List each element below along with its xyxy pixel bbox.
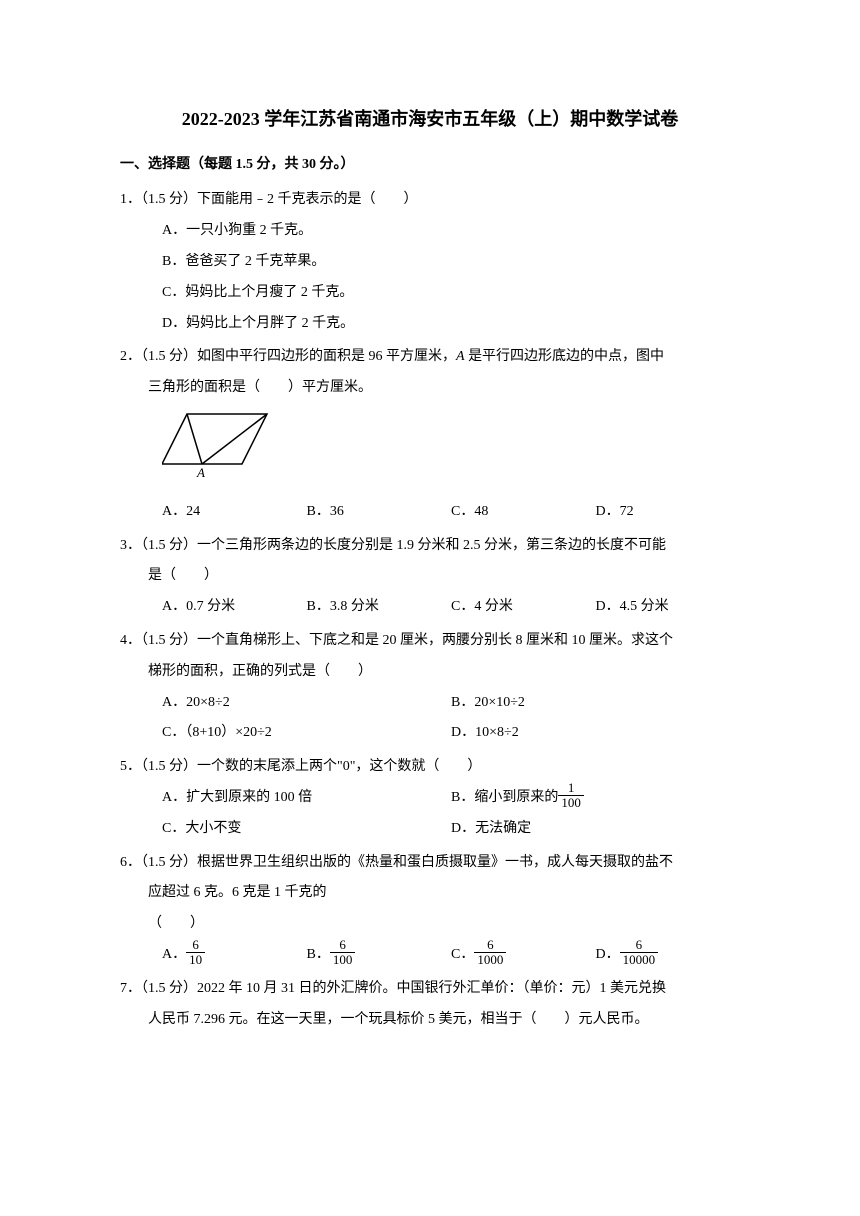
q6-option-d: D．610000 (596, 940, 741, 971)
q5-options-row2: C．大小不变 D．无法确定 (120, 814, 740, 845)
exam-title: 2022-2023 学年江苏省南通市海安市五年级（上）期中数学试卷 (120, 100, 740, 140)
fraction-icon: 6100 (330, 938, 356, 968)
question-7: 7．（1.5 分）2022 年 10 月 31 日的外汇牌价。中国银行外汇单价：… (120, 974, 740, 1036)
parallelogram-diagram: A (162, 409, 272, 479)
q4-stem-line1: 4．（1.5 分）一个直角梯形上、下底之和是 20 厘米，两腰分别长 8 厘米和… (120, 626, 740, 657)
q2-options: A．24 B．36 C．48 D．72 (120, 497, 740, 528)
question-5: 5．（1.5 分）一个数的末尾添上两个"0"，这个数就（ ） A．扩大到原来的 … (120, 752, 740, 844)
q2-figure: A (162, 409, 740, 492)
q2-option-a: A．24 (162, 497, 307, 528)
q5-option-a: A．扩大到原来的 100 倍 (162, 783, 451, 814)
q5-options-row1: A．扩大到原来的 100 倍 B．缩小到原来的1100 (120, 783, 740, 814)
question-3: 3．（1.5 分）一个三角形两条边的长度分别是 1.9 分米和 2.5 分米，第… (120, 531, 740, 623)
q2-stem-line2: 三角形的面积是（ ）平方厘米。 (120, 373, 740, 404)
q6-stem-line1: 6．（1.5 分）根据世界卫生组织出版的《热量和蛋白质摄取量》一书，成人每天摄取… (120, 848, 740, 879)
q3-stem-line1: 3．（1.5 分）一个三角形两条边的长度分别是 1.9 分米和 2.5 分米，第… (120, 531, 740, 562)
fraction-icon: 610000 (620, 938, 659, 968)
q3-options: A．0.7 分米 B．3.8 分米 C．4 分米 D．4.5 分米 (120, 592, 740, 623)
question-4: 4．（1.5 分）一个直角梯形上、下底之和是 20 厘米，两腰分别长 8 厘米和… (120, 626, 740, 749)
q3-option-b: B．3.8 分米 (307, 592, 452, 623)
section-1-header: 一、选择题（每题 1.5 分，共 30 分。） (120, 150, 740, 181)
question-6: 6．（1.5 分）根据世界卫生组织出版的《热量和蛋白质摄取量》一书，成人每天摄取… (120, 848, 740, 971)
q6-option-b: B．6100 (307, 940, 452, 971)
q1-option-d: D．妈妈比上个月胖了 2 千克。 (120, 309, 740, 340)
q6-stem-line2: 应超过 6 克。6 克是 1 千克的 (120, 878, 740, 909)
q6-options: A．610 B．6100 C．61000 D．610000 (120, 940, 740, 971)
q3-option-c: C．4 分米 (451, 592, 596, 623)
q2-option-c: C．48 (451, 497, 596, 528)
q3-option-a: A．0.7 分米 (162, 592, 307, 623)
q4-options-row1: A．20×8÷2 B．20×10÷2 (120, 688, 740, 719)
q5-option-b: B．缩小到原来的1100 (451, 783, 740, 814)
fraction-icon: 610 (186, 938, 205, 968)
q6-stem-line3: （ ） (120, 909, 740, 940)
q5-option-d: D．无法确定 (451, 814, 740, 845)
q1-option-b: B．爸爸买了 2 千克苹果。 (120, 247, 740, 278)
q7-stem-line1: 7．（1.5 分）2022 年 10 月 31 日的外汇牌价。中国银行外汇单价：… (120, 974, 740, 1005)
q3-option-d: D．4.5 分米 (596, 592, 741, 623)
q4-option-a: A．20×8÷2 (162, 688, 451, 719)
q4-options-row2: C．（8+10）×20÷2 D．10×8÷2 (120, 718, 740, 749)
q2-stem-line1: 2．（1.5 分）如图中平行四边形的面积是 96 平方厘米，A 是平行四边形底边… (120, 342, 740, 373)
q4-option-b: B．20×10÷2 (451, 688, 740, 719)
q6-option-c: C．61000 (451, 940, 596, 971)
q5-option-c: C．大小不变 (162, 814, 451, 845)
q1-option-a: A．一只小狗重 2 千克。 (120, 216, 740, 247)
q4-option-c: C．（8+10）×20÷2 (162, 718, 451, 749)
fraction-icon: 61000 (474, 938, 506, 968)
q1-option-c: C．妈妈比上个月瘦了 2 千克。 (120, 278, 740, 309)
q6-option-a: A．610 (162, 940, 307, 971)
q3-stem-line2: 是（ ） (120, 561, 740, 592)
q2-option-d: D．72 (596, 497, 741, 528)
q4-stem-line2: 梯形的面积，正确的列式是（ ） (120, 657, 740, 688)
question-1: 1．（1.5 分）下面能用﹣2 千克表示的是（ ） A．一只小狗重 2 千克。 … (120, 185, 740, 339)
q5-stem: 5．（1.5 分）一个数的末尾添上两个"0"，这个数就（ ） (120, 752, 740, 783)
q1-stem: 1．（1.5 分）下面能用﹣2 千克表示的是（ ） (120, 185, 740, 216)
q7-stem-line2: 人民币 7.296 元。在这一天里，一个玩具标价 5 美元，相当于（ ）元人民币… (120, 1005, 740, 1036)
figure-label-a: A (196, 465, 205, 479)
q2-option-b: B．36 (307, 497, 452, 528)
q4-option-d: D．10×8÷2 (451, 718, 740, 749)
fraction-icon: 1100 (558, 781, 584, 811)
question-2: 2．（1.5 分）如图中平行四边形的面积是 96 平方厘米，A 是平行四边形底边… (120, 342, 740, 527)
